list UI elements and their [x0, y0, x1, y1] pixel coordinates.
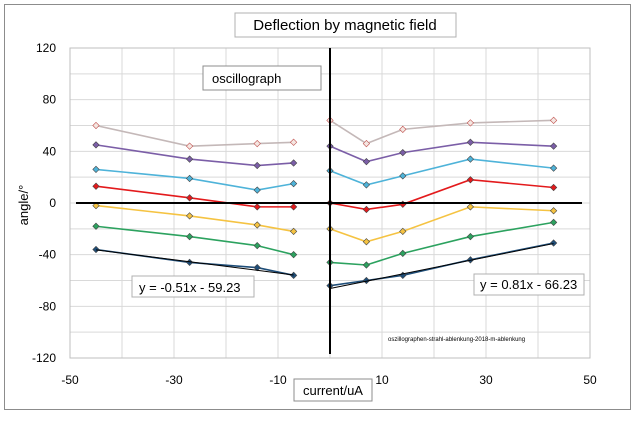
series-point-s4	[466, 176, 475, 184]
series-point-s1	[549, 116, 558, 124]
x-axis-label: current/uA	[303, 383, 363, 398]
series-point-s3	[399, 172, 407, 180]
tick-labels: -50 -30 -10 10 30 50 120 80 40 0 -40 -80 -120	[32, 41, 597, 387]
series-point-s1	[185, 142, 194, 150]
series-line-s3-left	[95, 168, 294, 191]
chart-title: Deflection by magnetic field	[253, 17, 436, 34]
series-point-s6	[185, 232, 194, 241]
oscillograph-box	[202, 65, 322, 91]
series-point-s1	[253, 139, 261, 148]
series-point-s1	[466, 119, 475, 127]
series-point-s4	[253, 203, 261, 211]
series-point-s5	[289, 227, 298, 236]
series-point-s4	[185, 194, 194, 202]
series-point-s1	[399, 125, 407, 133]
series-point-s2	[466, 138, 475, 146]
x-tick-label: 30	[479, 373, 493, 387]
series-point-s6	[253, 242, 261, 250]
eq-left-label: y = -0.51x - 59.23	[139, 280, 241, 295]
axes-layer	[76, 48, 582, 354]
series-point-s3	[92, 165, 100, 174]
series-point-s3	[549, 164, 558, 172]
series-point-s6	[549, 218, 558, 226]
eq-left-box	[131, 275, 255, 298]
series-point-s7	[92, 245, 100, 254]
series-point-s2	[92, 141, 100, 149]
y-tick-label: -40	[39, 248, 57, 262]
y-tick-label: -120	[32, 351, 56, 365]
series-point-s2	[289, 159, 298, 167]
y-tick-label: 40	[43, 144, 57, 158]
series-line-s5-left	[95, 204, 294, 233]
eq-right-label: y = 0.81x - 66.23	[480, 277, 577, 292]
x-axis-label-box	[293, 378, 373, 402]
x-tick-label: 10	[375, 373, 389, 387]
series-point-s7	[549, 239, 558, 247]
series-point-s3	[466, 155, 475, 163]
series-point-s6	[466, 232, 475, 241]
y-axis-label: angle/°	[16, 185, 31, 226]
oscillograph-label: oscillograph	[212, 71, 281, 86]
y-tick-label: -80	[39, 299, 57, 313]
series-point-s1	[362, 139, 371, 148]
series-point-s3	[289, 180, 298, 188]
title-box	[234, 12, 457, 38]
series-point-s6	[362, 261, 371, 269]
series-point-s3	[253, 186, 261, 194]
trend-line-left	[95, 249, 294, 276]
series-point-s1	[289, 138, 298, 146]
series-point-s4	[362, 205, 371, 214]
series-point-s3	[362, 181, 371, 189]
series-point-s2	[362, 158, 371, 166]
series-line-s1-left	[95, 124, 294, 147]
series-point-s5	[466, 203, 475, 211]
series-point-s6	[92, 222, 100, 230]
series-point-s4	[92, 182, 100, 190]
y-tick-label: 120	[36, 41, 56, 55]
series-line-s6-left	[95, 225, 294, 256]
eq-right-box	[473, 273, 585, 296]
series-point-s6	[399, 249, 407, 257]
x-tick-label: -10	[269, 373, 287, 387]
trend-line-right	[329, 243, 554, 289]
y-tick-label: 80	[43, 93, 57, 107]
series-point-s2	[399, 149, 407, 157]
series-point-s1	[92, 121, 100, 130]
series-point-s7	[362, 276, 371, 285]
series-point-s2	[253, 161, 261, 170]
series-point-s3	[185, 174, 194, 183]
series-point-s5	[362, 238, 371, 246]
series-point-s5	[253, 221, 261, 229]
trend-lines	[95, 243, 554, 289]
source-note: oszillographen-strahl-ablenkung-2018-m-a…	[388, 337, 525, 343]
x-tick-label: -30	[165, 373, 183, 387]
series-point-s4	[289, 203, 298, 211]
series-point-s2	[185, 155, 194, 163]
series-point-s6	[289, 251, 298, 259]
x-tick-label: -50	[61, 373, 79, 387]
series-point-s2	[549, 142, 558, 150]
y-tick-label: 0	[49, 196, 56, 210]
series-point-s5	[399, 227, 407, 236]
series-point-s4	[549, 183, 558, 192]
x-tick-label: 50	[583, 373, 597, 387]
series-point-s5	[549, 207, 558, 215]
series-line-s2-left	[95, 144, 294, 167]
series-point-s5	[185, 212, 194, 220]
